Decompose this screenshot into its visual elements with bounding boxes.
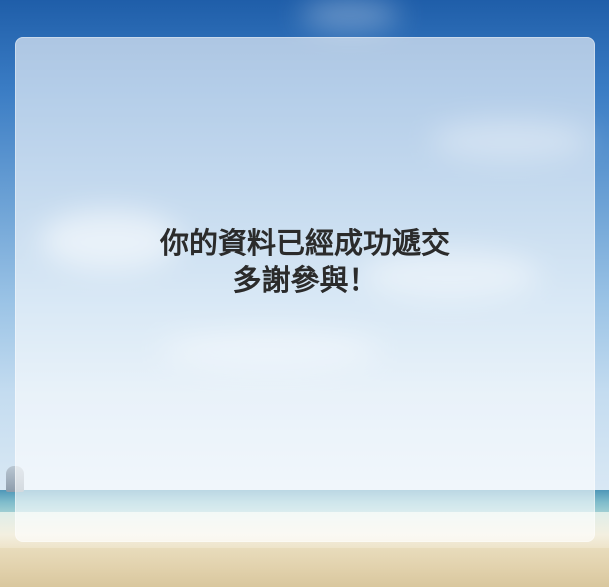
cloud-decoration [300,0,400,30]
confirmation-message: 你的資料已經成功遞交 多謝參與！ [15,225,595,299]
confirmation-line-2: 多謝參與！ [232,263,378,297]
sand-beach [0,548,609,587]
confirmation-line-1: 你的資料已經成功遞交 [159,226,450,260]
confirmation-card: 你的資料已經成功遞交 多謝參與！ [15,37,595,542]
